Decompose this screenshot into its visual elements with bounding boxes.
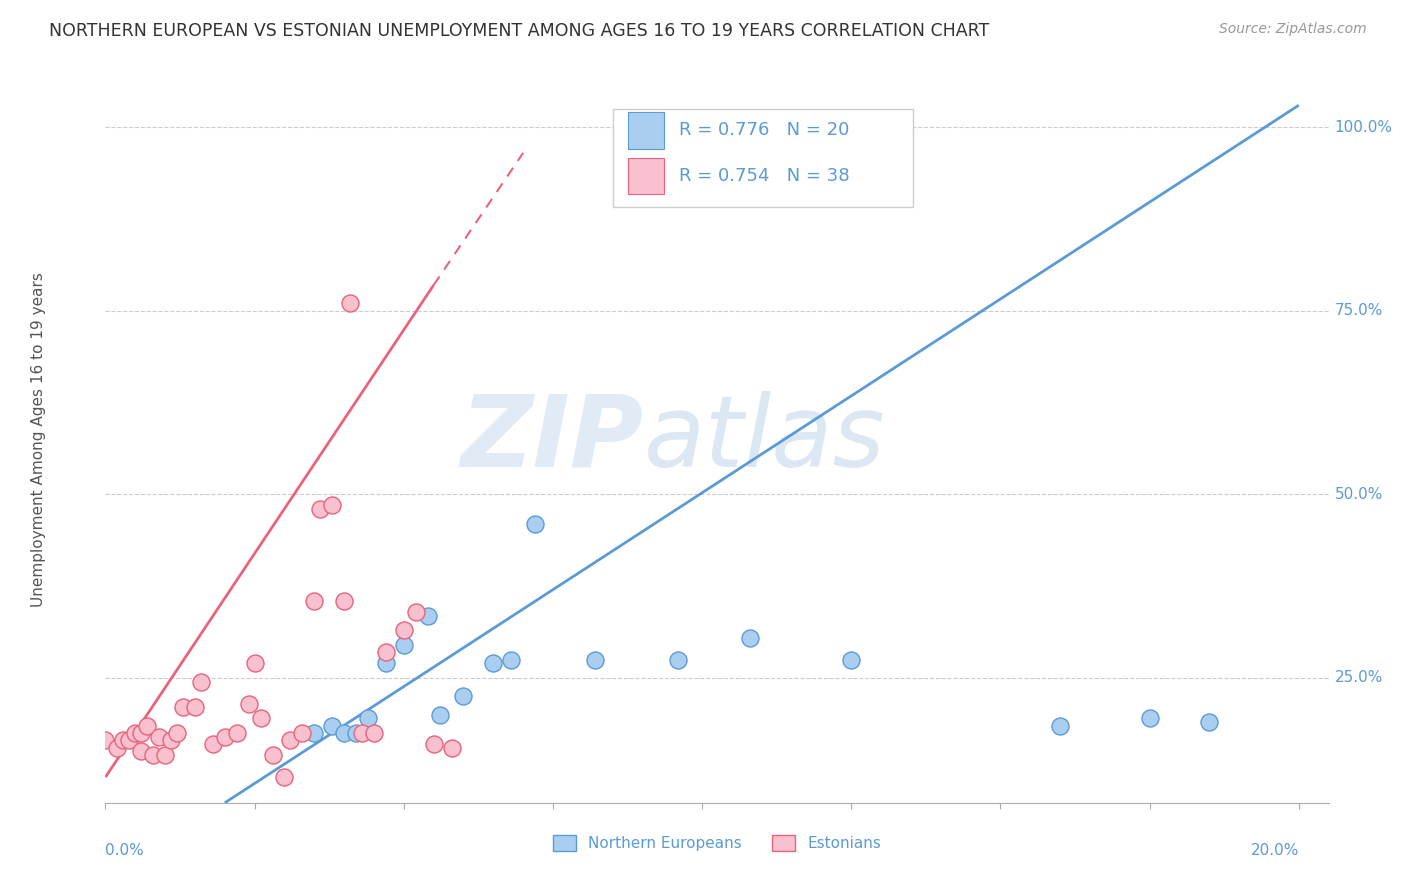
Text: Unemployment Among Ages 16 to 19 years: Unemployment Among Ages 16 to 19 years: [31, 272, 45, 607]
Point: [350, 726, 373, 740]
Point: [124, 726, 146, 740]
Point: [321, 719, 343, 733]
Text: NORTHERN EUROPEAN VS ESTONIAN UNEMPLOYMENT AMONG AGES 16 TO 19 YEARS CORRELATION: NORTHERN EUROPEAN VS ESTONIAN UNEMPLOYME…: [49, 22, 990, 40]
Point: [105, 740, 128, 755]
Point: [148, 730, 170, 744]
Point: [1049, 719, 1071, 733]
Point: [405, 605, 427, 619]
Point: [501, 652, 523, 666]
Point: [333, 594, 356, 608]
Point: [201, 737, 224, 751]
Point: [440, 740, 463, 755]
Text: 50.0%: 50.0%: [1334, 487, 1384, 502]
Point: [172, 700, 194, 714]
Point: [344, 726, 367, 740]
Point: [160, 733, 183, 747]
Point: [357, 711, 380, 725]
Text: 25.0%: 25.0%: [1334, 671, 1384, 685]
Legend: Northern Europeans, Estonians: Northern Europeans, Estonians: [547, 829, 887, 857]
Point: [416, 608, 439, 623]
Point: [738, 631, 761, 645]
Point: [273, 770, 295, 784]
Point: [309, 502, 332, 516]
Point: [249, 711, 271, 725]
Point: [304, 726, 326, 740]
Point: [839, 652, 862, 666]
Point: [184, 700, 207, 714]
Point: [363, 726, 385, 740]
Point: [524, 516, 547, 531]
Point: [333, 726, 356, 740]
Point: [392, 624, 415, 638]
Point: [392, 638, 415, 652]
Point: [142, 747, 165, 762]
Text: ZIP: ZIP: [461, 391, 644, 488]
Point: [190, 674, 212, 689]
Text: 75.0%: 75.0%: [1334, 303, 1384, 318]
Point: [112, 733, 135, 747]
FancyBboxPatch shape: [627, 158, 665, 194]
Point: [136, 719, 159, 733]
Point: [243, 657, 266, 671]
Point: [453, 690, 475, 704]
Point: [280, 733, 302, 747]
Text: atlas: atlas: [644, 391, 886, 488]
Point: [429, 707, 451, 722]
Text: 20.0%: 20.0%: [1250, 843, 1299, 858]
Text: Source: ZipAtlas.com: Source: ZipAtlas.com: [1219, 22, 1367, 37]
Point: [304, 594, 326, 608]
Point: [1198, 714, 1220, 729]
Point: [225, 726, 247, 740]
Point: [374, 657, 396, 671]
Point: [666, 652, 689, 666]
Point: [422, 737, 444, 751]
Text: 100.0%: 100.0%: [1334, 120, 1393, 135]
Point: [94, 733, 117, 747]
FancyBboxPatch shape: [613, 109, 912, 207]
Point: [1139, 711, 1161, 725]
Point: [129, 726, 152, 740]
Text: R = 0.776   N = 20: R = 0.776 N = 20: [679, 121, 849, 139]
Point: [129, 744, 152, 758]
Point: [238, 697, 260, 711]
Point: [118, 733, 141, 747]
Point: [262, 747, 284, 762]
Point: [374, 645, 396, 659]
FancyBboxPatch shape: [627, 112, 665, 149]
Point: [482, 657, 505, 671]
Text: R = 0.754   N = 38: R = 0.754 N = 38: [679, 167, 849, 186]
Text: 0.0%: 0.0%: [105, 843, 145, 858]
Point: [339, 296, 361, 310]
Point: [583, 652, 606, 666]
Point: [214, 730, 236, 744]
Point: [153, 747, 176, 762]
Point: [321, 499, 343, 513]
Point: [291, 726, 314, 740]
Point: [166, 726, 188, 740]
